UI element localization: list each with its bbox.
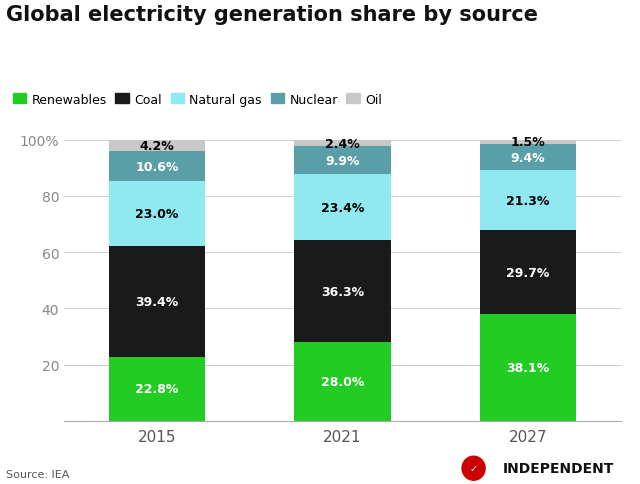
- Bar: [480, 231, 576, 314]
- Text: Global electricity generation share by source: Global electricity generation share by s…: [6, 5, 538, 25]
- Text: 23.4%: 23.4%: [321, 201, 364, 214]
- Text: 28.0%: 28.0%: [321, 375, 364, 388]
- Text: 36.3%: 36.3%: [321, 285, 364, 298]
- Text: INDEPENDENT: INDEPENDENT: [502, 461, 614, 475]
- Text: 29.7%: 29.7%: [506, 266, 550, 279]
- Text: ✓: ✓: [470, 463, 477, 473]
- Circle shape: [462, 456, 485, 480]
- Text: 9.4%: 9.4%: [511, 151, 545, 164]
- Bar: [480, 171, 576, 231]
- Bar: [294, 147, 390, 175]
- Text: 23.0%: 23.0%: [135, 208, 179, 221]
- Legend: Renewables, Coal, Natural gas, Nuclear, Oil: Renewables, Coal, Natural gas, Nuclear, …: [13, 93, 382, 106]
- Text: 39.4%: 39.4%: [135, 295, 179, 308]
- Text: 10.6%: 10.6%: [135, 161, 179, 174]
- Text: 2.4%: 2.4%: [325, 137, 360, 150]
- Bar: [294, 241, 390, 343]
- Bar: [109, 246, 205, 357]
- Text: 38.1%: 38.1%: [506, 361, 550, 374]
- Text: 1.5%: 1.5%: [511, 136, 545, 149]
- Bar: [109, 357, 205, 421]
- Bar: [109, 152, 205, 182]
- Text: 4.2%: 4.2%: [140, 140, 174, 153]
- Bar: [109, 140, 205, 152]
- Text: Source: IEA: Source: IEA: [6, 469, 70, 479]
- Bar: [480, 145, 576, 171]
- Bar: [109, 182, 205, 246]
- Bar: [294, 343, 390, 421]
- Bar: [294, 140, 390, 147]
- Text: 21.3%: 21.3%: [506, 195, 550, 207]
- Bar: [294, 175, 390, 241]
- Bar: [480, 314, 576, 421]
- Text: 22.8%: 22.8%: [135, 382, 179, 395]
- Bar: [480, 140, 576, 145]
- Text: 9.9%: 9.9%: [325, 154, 360, 167]
